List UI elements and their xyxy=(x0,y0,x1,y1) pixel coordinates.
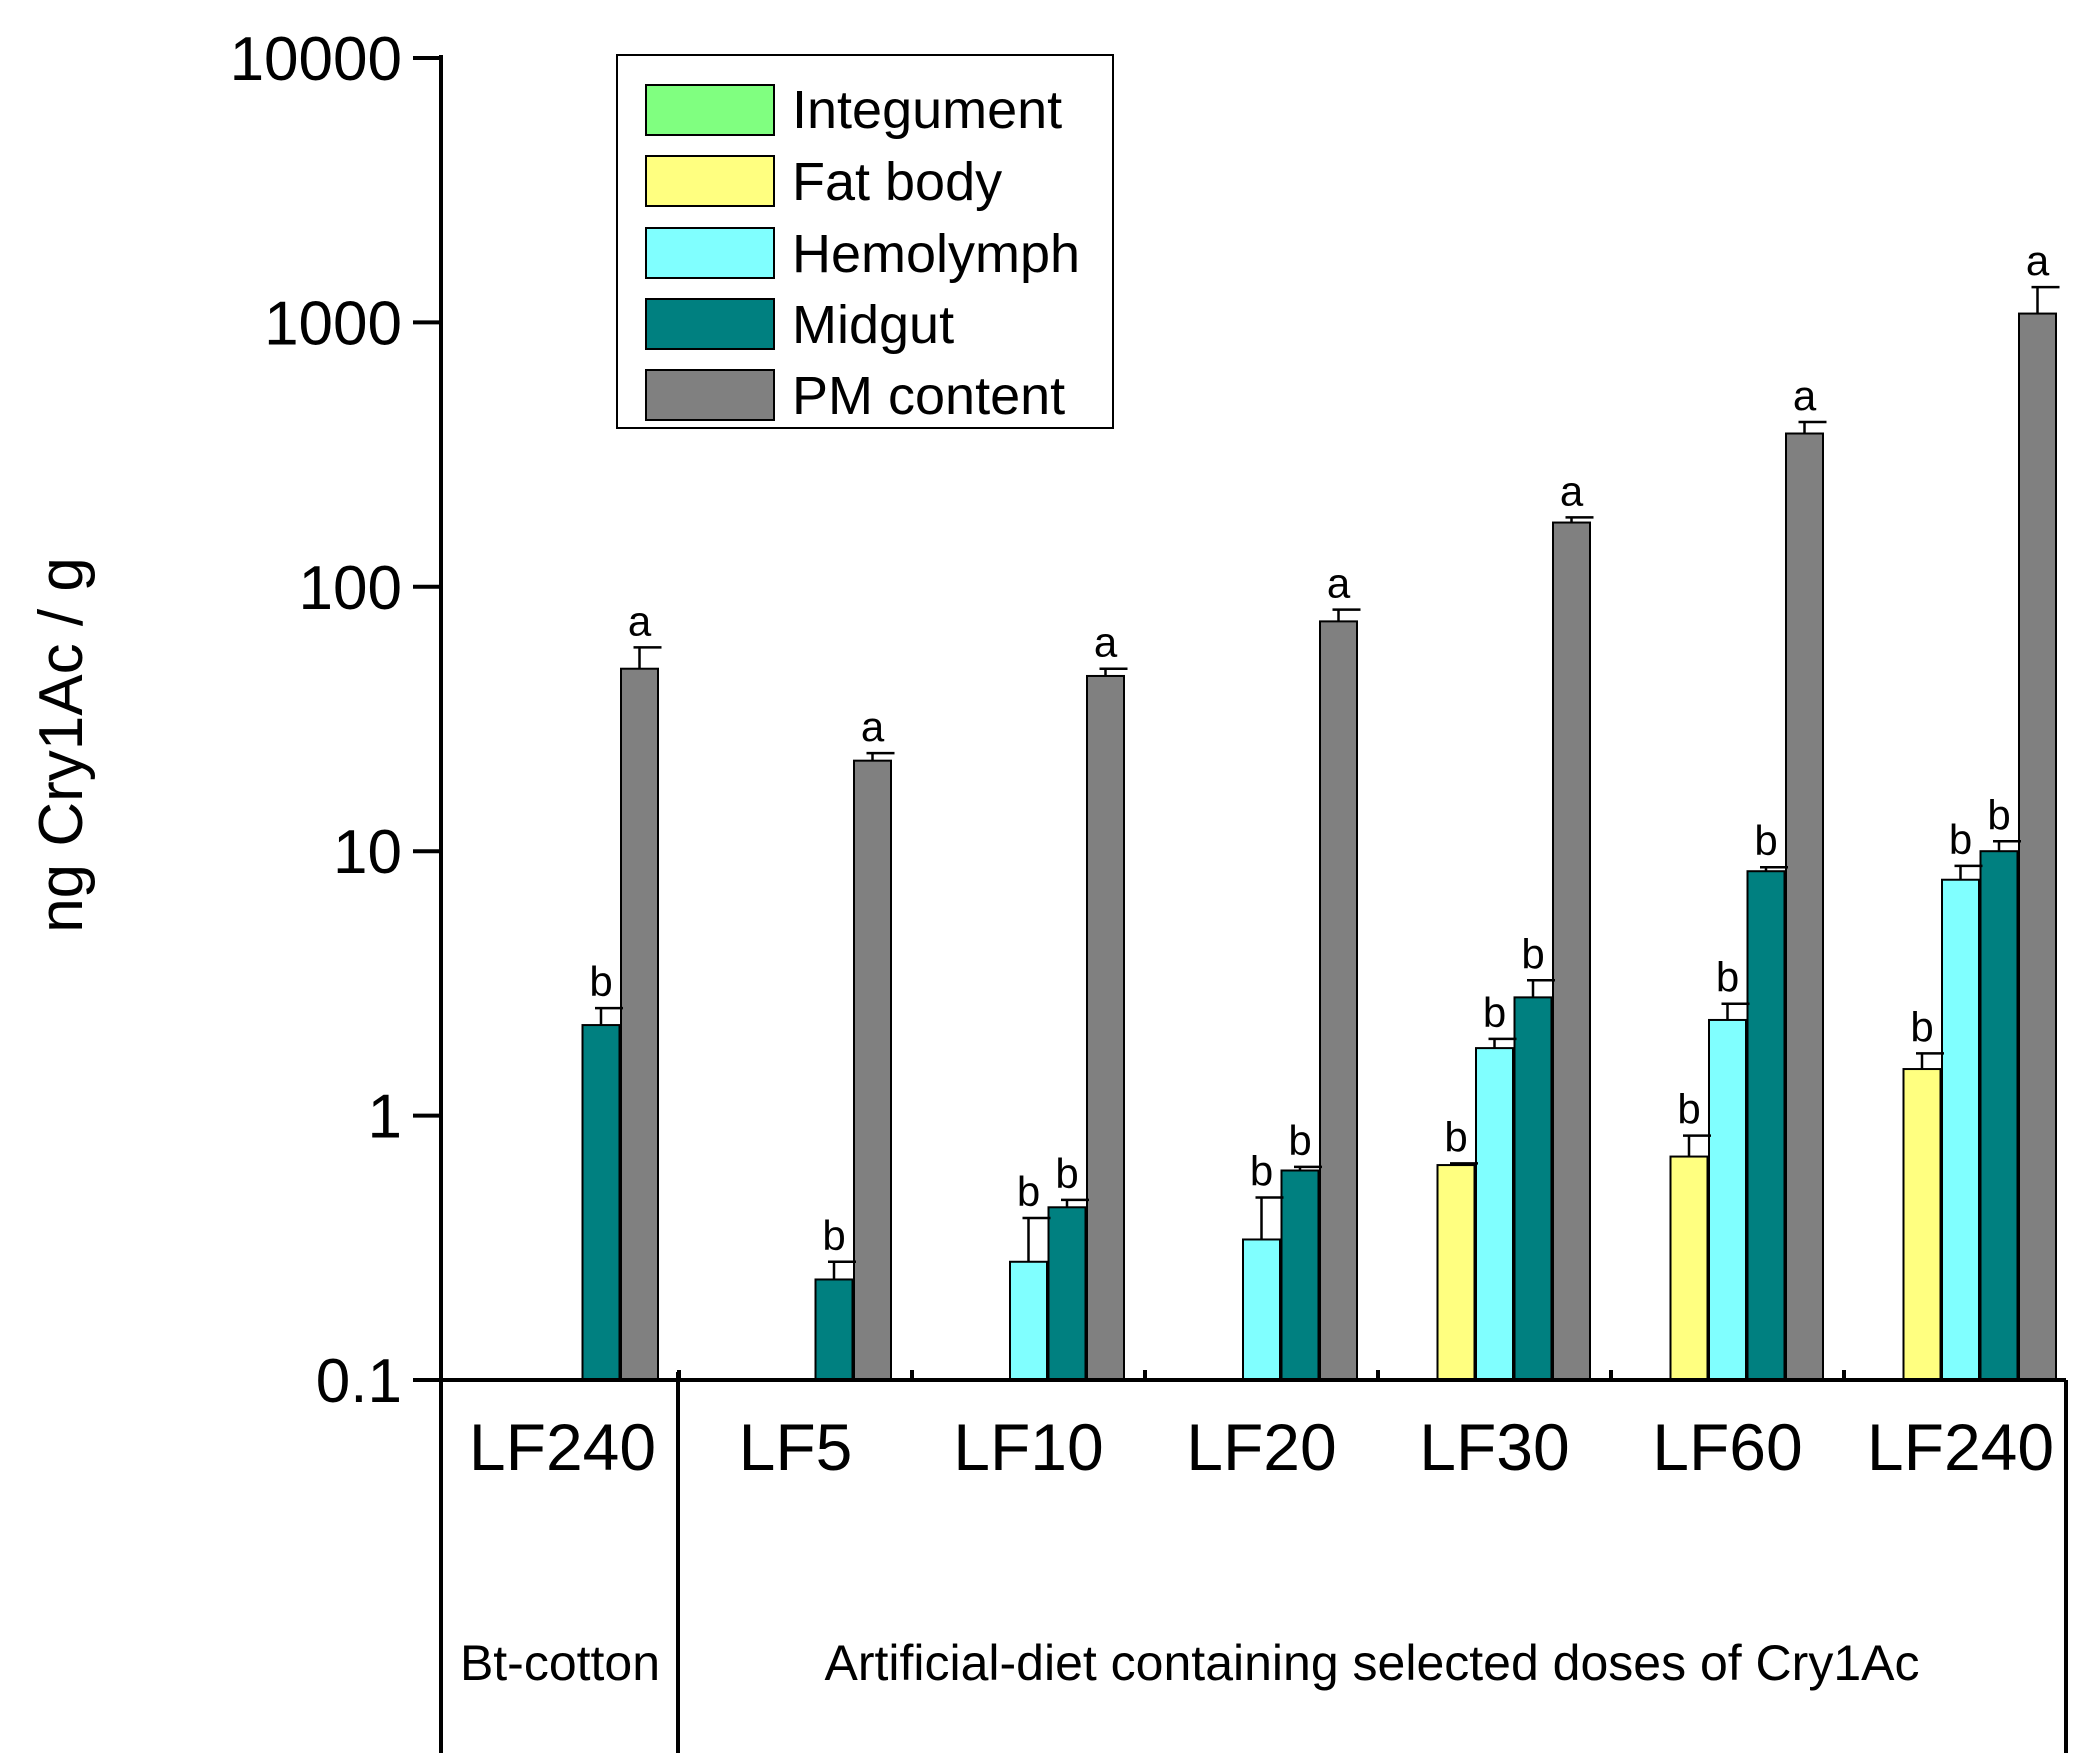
bar-pm-content-lf5-1 xyxy=(853,759,892,1381)
bar-pm-content-lf20-3 xyxy=(1319,620,1358,1381)
legend-swatch-integument xyxy=(645,84,775,136)
sig-label-pm-content-3: a xyxy=(1327,560,1351,607)
bar-midgut-lf5-1 xyxy=(814,1278,854,1382)
sig-label-hemolymph-2: b xyxy=(1017,1168,1040,1215)
sig-label-midgut-4: b xyxy=(1521,930,1544,977)
sig-label-midgut-2: b xyxy=(1055,1150,1078,1197)
sig-label-fat-body-6: b xyxy=(1910,1003,1933,1050)
sig-label-pm-content-2: a xyxy=(1094,619,1118,666)
sig-label-midgut-6: b xyxy=(1987,791,2010,838)
axes-layer xyxy=(439,55,2068,1753)
group-label-artificial-diet: Artificial-diet containing selected dose… xyxy=(825,1635,1920,1691)
legend-label-integument: Integument xyxy=(792,80,1062,140)
bar-fat-body-lf30-4 xyxy=(1436,1164,1476,1381)
y-tick-label-1000: 1000 xyxy=(264,289,402,358)
errorbars-layer xyxy=(595,285,2060,1280)
bar-midgut-lf30-4 xyxy=(1513,996,1553,1381)
legend-swatch-midgut xyxy=(645,298,775,350)
bar-midgut-lf240-6 xyxy=(1979,850,2019,1381)
x-tick-label-lf240-6: LF240 xyxy=(1867,1410,2054,1484)
sig-label-pm-content-6: a xyxy=(2026,237,2050,284)
bar-hemolymph-lf240-6 xyxy=(1941,878,1980,1381)
y-tick-label-100: 100 xyxy=(299,554,402,623)
y-tick-label-0-1: 0.1 xyxy=(316,1347,402,1416)
sig-label-hemolymph-3: b xyxy=(1250,1148,1273,1195)
bar-midgut-lf240-0 xyxy=(581,1024,621,1382)
y-tick-label-10: 10 xyxy=(333,818,402,887)
sig-label-fat-body-5: b xyxy=(1677,1086,1700,1133)
bar-pm-content-lf240-6 xyxy=(2018,312,2057,1381)
sig-label-pm-content-1: a xyxy=(861,703,885,750)
sig-label-midgut-5: b xyxy=(1754,817,1777,864)
sig-label-pm-content-4: a xyxy=(1560,467,1584,514)
sig-label-fat-body-4: b xyxy=(1444,1113,1467,1160)
bar-pm-content-lf240-0 xyxy=(620,667,659,1381)
sig-label-hemolymph-4: b xyxy=(1483,989,1506,1036)
bar-midgut-lf60-5 xyxy=(1746,870,1786,1382)
sig-label-midgut-3: b xyxy=(1288,1117,1311,1164)
legend-label-fat-body: Fat body xyxy=(792,152,1002,212)
y-tick-label-1: 1 xyxy=(368,1083,402,1152)
sig-label-midgut-1: b xyxy=(822,1212,845,1259)
x-tick-label-lf60-5: LF60 xyxy=(1652,1410,1802,1484)
x-ticks-layer: LF240 LF5 LF10 LF20 LF30 LF60 LF240 xyxy=(469,1370,2054,1484)
x-tick-label-lf5-1: LF5 xyxy=(739,1410,853,1484)
bar-hemolymph-lf30-4 xyxy=(1475,1047,1514,1381)
legend-swatch-hemolymph xyxy=(645,227,775,279)
bar-pm-content-lf60-5 xyxy=(1785,432,1824,1382)
bars-layer xyxy=(581,312,2057,1382)
y-axis-label: ng Cry1Ac / g xyxy=(27,557,96,933)
sig-label-midgut-0: b xyxy=(589,958,612,1005)
legend-entry-hemolymph: Hemolymph xyxy=(645,224,1080,284)
legend: Integument Fat body Hemolymph Midgut PM … xyxy=(616,54,1114,429)
legend-entry-pm-content: PM content xyxy=(645,366,1065,426)
group-label-bt-cotton: Bt-cotton xyxy=(460,1635,660,1691)
x-tick-label-lf30-4: LF30 xyxy=(1419,1410,1569,1484)
sig-label-hemolymph-6: b xyxy=(1949,816,1972,863)
sig-label-hemolymph-5: b xyxy=(1716,954,1739,1001)
x-tick-label-lf240-0: LF240 xyxy=(469,1410,656,1484)
bar-fat-body-lf60-5 xyxy=(1669,1155,1709,1381)
legend-entry-midgut: Midgut xyxy=(645,295,954,355)
legend-swatch-pm-content xyxy=(645,369,775,421)
legend-entry-fat-body: Fat body xyxy=(645,152,1002,212)
bar-hemolymph-lf20-3 xyxy=(1242,1238,1281,1381)
legend-label-midgut: Midgut xyxy=(792,295,954,355)
bar-hemolymph-lf60-5 xyxy=(1708,1018,1747,1381)
sig-label-pm-content-5: a xyxy=(1793,372,1817,419)
legend-label-hemolymph: Hemolymph xyxy=(792,224,1080,284)
legend-entry-integument: Integument xyxy=(645,80,1062,140)
bar-midgut-lf10-2 xyxy=(1047,1206,1087,1382)
y-tick-label-10000: 10000 xyxy=(230,25,402,94)
y-ticks-layer: 0.1 1 10 100 1000 10000 xyxy=(230,25,441,1416)
sig-label-pm-content-0: a xyxy=(628,597,652,644)
bar-midgut-lf20-3 xyxy=(1280,1169,1320,1381)
bar-fat-body-lf240-6 xyxy=(1902,1068,1942,1382)
bar-pm-content-lf30-4 xyxy=(1552,521,1591,1381)
bar-pm-content-lf10-2 xyxy=(1086,674,1125,1381)
legend-swatch-fat-body xyxy=(645,155,775,207)
x-tick-label-lf10-2: LF10 xyxy=(953,1410,1103,1484)
bar-hemolymph-lf10-2 xyxy=(1009,1260,1048,1381)
x-tick-label-lf20-3: LF20 xyxy=(1186,1410,1336,1484)
legend-label-pm-content: PM content xyxy=(792,366,1065,426)
